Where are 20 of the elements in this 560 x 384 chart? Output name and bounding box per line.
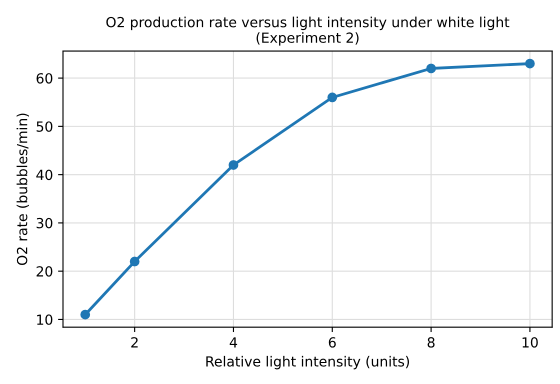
point bbox=[228, 160, 238, 170]
y-tick-label: 10 bbox=[37, 314, 52, 325]
y-axis-title: O2 rate (bubbles/min) bbox=[16, 114, 29, 266]
chart-title: O2 production rate versus light intensity under white light (Experiment 2) bbox=[106, 16, 510, 46]
x-tick-label: 4 bbox=[230, 337, 238, 348]
point bbox=[130, 256, 140, 266]
point bbox=[327, 92, 338, 102]
point bbox=[525, 58, 535, 68]
x-axis-title: Relative light intensity (units) bbox=[206, 356, 410, 370]
y-tick-label: 20 bbox=[36, 266, 52, 277]
point bbox=[80, 310, 90, 320]
y-tick-label: 40 bbox=[36, 170, 52, 180]
x-tick-label: 2 bbox=[131, 337, 138, 348]
x-tick-label: 6 bbox=[328, 337, 336, 348]
y-tick-label: 60 bbox=[36, 73, 52, 84]
y-tick-label: 30 bbox=[36, 218, 52, 228]
y-tick-label: 50 bbox=[36, 121, 52, 132]
point bbox=[426, 64, 436, 74]
x-tick-label: 10 bbox=[522, 337, 538, 348]
x-tick-label: 8 bbox=[428, 337, 435, 348]
